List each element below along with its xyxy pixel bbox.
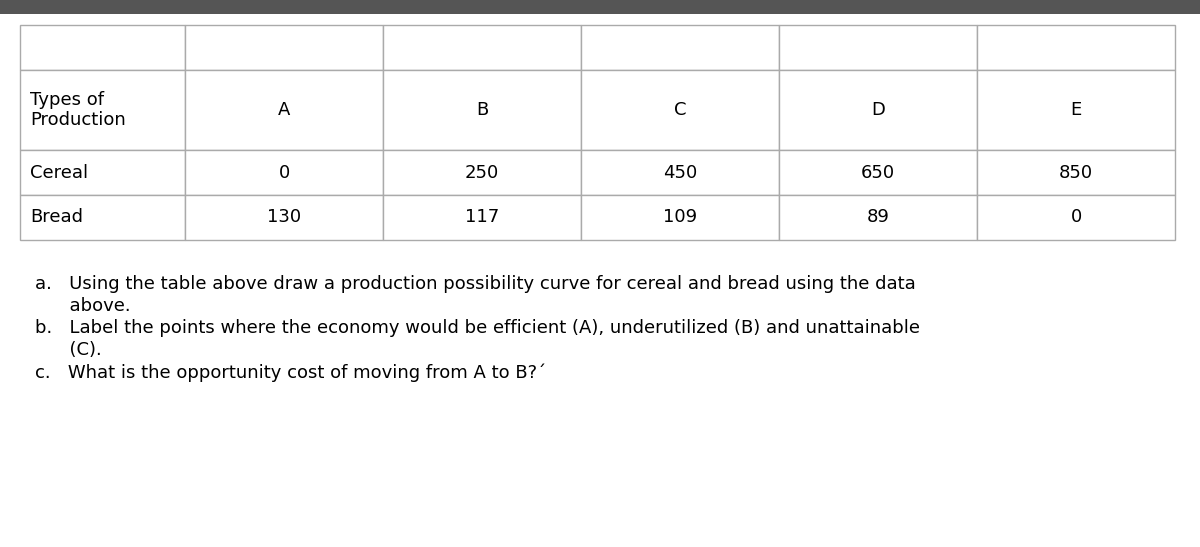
Bar [581, 70, 779, 150]
Text: 0: 0 [1070, 208, 1081, 226]
Text: (C).: (C). [35, 341, 102, 359]
Text: b.   Label the points where the economy would be efficient (A), underutilized (B: b. Label the points where the economy wo… [35, 319, 920, 337]
Bar [779, 25, 977, 70]
Text: B: B [476, 101, 488, 119]
Bar [581, 25, 779, 70]
Text: 650: 650 [860, 164, 895, 182]
Bar [185, 150, 383, 195]
Bar [581, 195, 779, 240]
Bar [20, 70, 185, 150]
Text: 109: 109 [662, 208, 697, 226]
Bar [779, 70, 977, 150]
Text: E: E [1070, 101, 1081, 119]
Bar [977, 150, 1175, 195]
Text: D: D [871, 101, 884, 119]
Bar [185, 25, 383, 70]
Bar [383, 150, 581, 195]
Text: above.: above. [35, 297, 131, 315]
Bar [0, 0, 1200, 14]
Bar [977, 195, 1175, 240]
Text: 250: 250 [464, 164, 499, 182]
Bar [383, 70, 581, 150]
Bar [779, 150, 977, 195]
Text: C: C [673, 101, 686, 119]
Bar [779, 195, 977, 240]
Bar [185, 195, 383, 240]
Text: Bread: Bread [30, 208, 83, 226]
Bar [383, 195, 581, 240]
Text: 89: 89 [866, 208, 889, 226]
Text: 117: 117 [464, 208, 499, 226]
Bar [20, 150, 185, 195]
Bar [185, 70, 383, 150]
Bar [20, 25, 185, 70]
Bar [581, 150, 779, 195]
Bar [977, 70, 1175, 150]
Text: Types of
Production: Types of Production [30, 91, 126, 130]
Text: c.   What is the opportunity cost of moving from A to B?´: c. What is the opportunity cost of movin… [35, 363, 546, 381]
Text: A: A [278, 101, 290, 119]
Text: 850: 850 [1058, 164, 1093, 182]
Text: 450: 450 [662, 164, 697, 182]
Text: Cereal: Cereal [30, 164, 88, 182]
Text: a.   Using the table above draw a production possibility curve for cereal and br: a. Using the table above draw a producti… [35, 275, 916, 293]
Bar [383, 25, 581, 70]
Text: 0: 0 [278, 164, 289, 182]
Bar [977, 25, 1175, 70]
Bar [20, 195, 185, 240]
Text: 130: 130 [266, 208, 301, 226]
